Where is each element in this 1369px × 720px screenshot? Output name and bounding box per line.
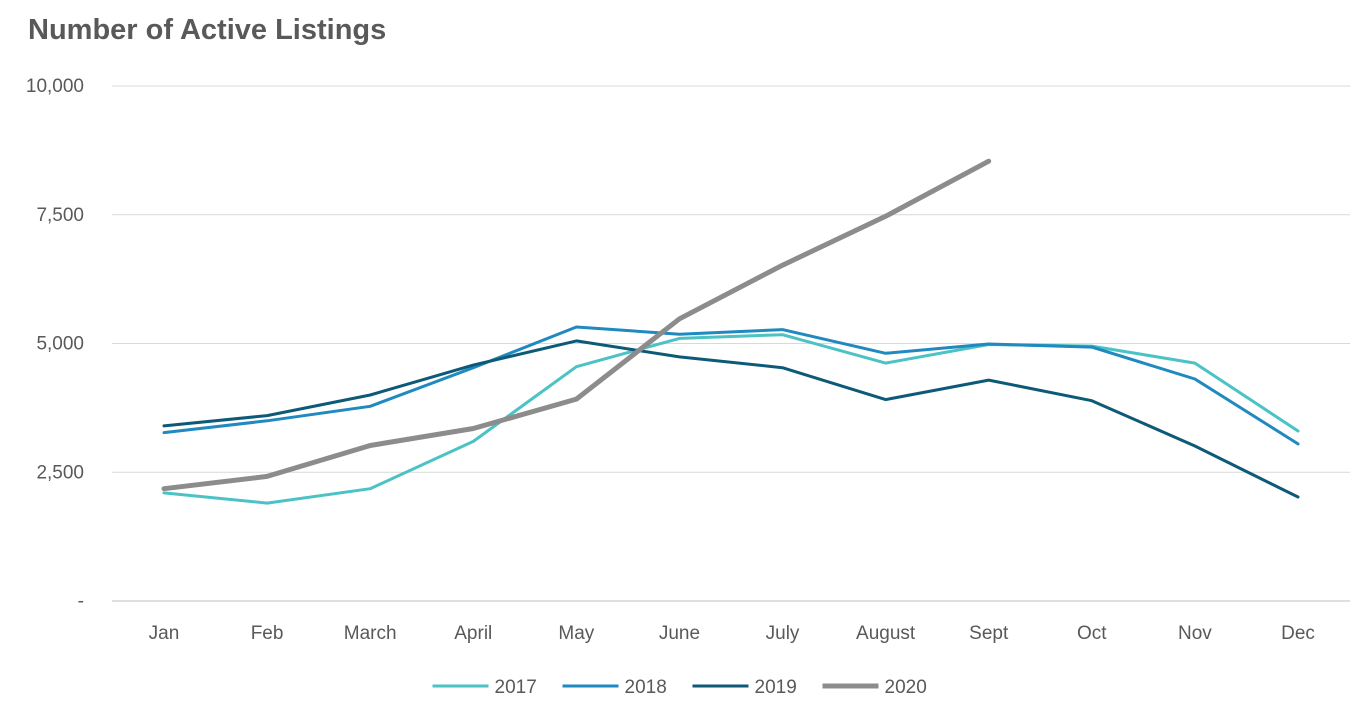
x-tick-label: July [766, 623, 800, 644]
series-line-2020 [161, 158, 992, 492]
x-tick-label: Feb [251, 623, 284, 644]
legend-label-2020: 2020 [885, 677, 927, 698]
legend-label-2018: 2018 [625, 677, 667, 698]
chart-title: Number of Active Listings [28, 14, 387, 46]
series-line-2017 [162, 333, 1300, 505]
x-tick-label: March [344, 623, 397, 644]
x-tick-label: June [659, 623, 700, 644]
x-tick-label: May [558, 623, 594, 644]
y-tick-label: 5,000 [36, 334, 84, 355]
legend-label-2019: 2019 [755, 677, 797, 698]
x-tick-label: Nov [1178, 623, 1212, 644]
y-tick-label: 2,500 [36, 462, 84, 483]
x-tick-label: Oct [1077, 623, 1107, 644]
y-tick-label: 10,000 [26, 76, 84, 97]
x-tick-label: April [454, 623, 492, 644]
y-tick-label: 7,500 [36, 205, 84, 226]
x-tick-label: August [856, 623, 916, 644]
x-tick-label: Dec [1281, 623, 1315, 644]
series-line-2018 [162, 325, 1300, 446]
legend-label-2017: 2017 [495, 677, 537, 698]
x-tick-label: Jan [149, 623, 180, 644]
x-tick-label: Sept [969, 623, 1009, 644]
series-line-2019 [162, 339, 1300, 499]
y-tick-label: - [78, 591, 84, 612]
